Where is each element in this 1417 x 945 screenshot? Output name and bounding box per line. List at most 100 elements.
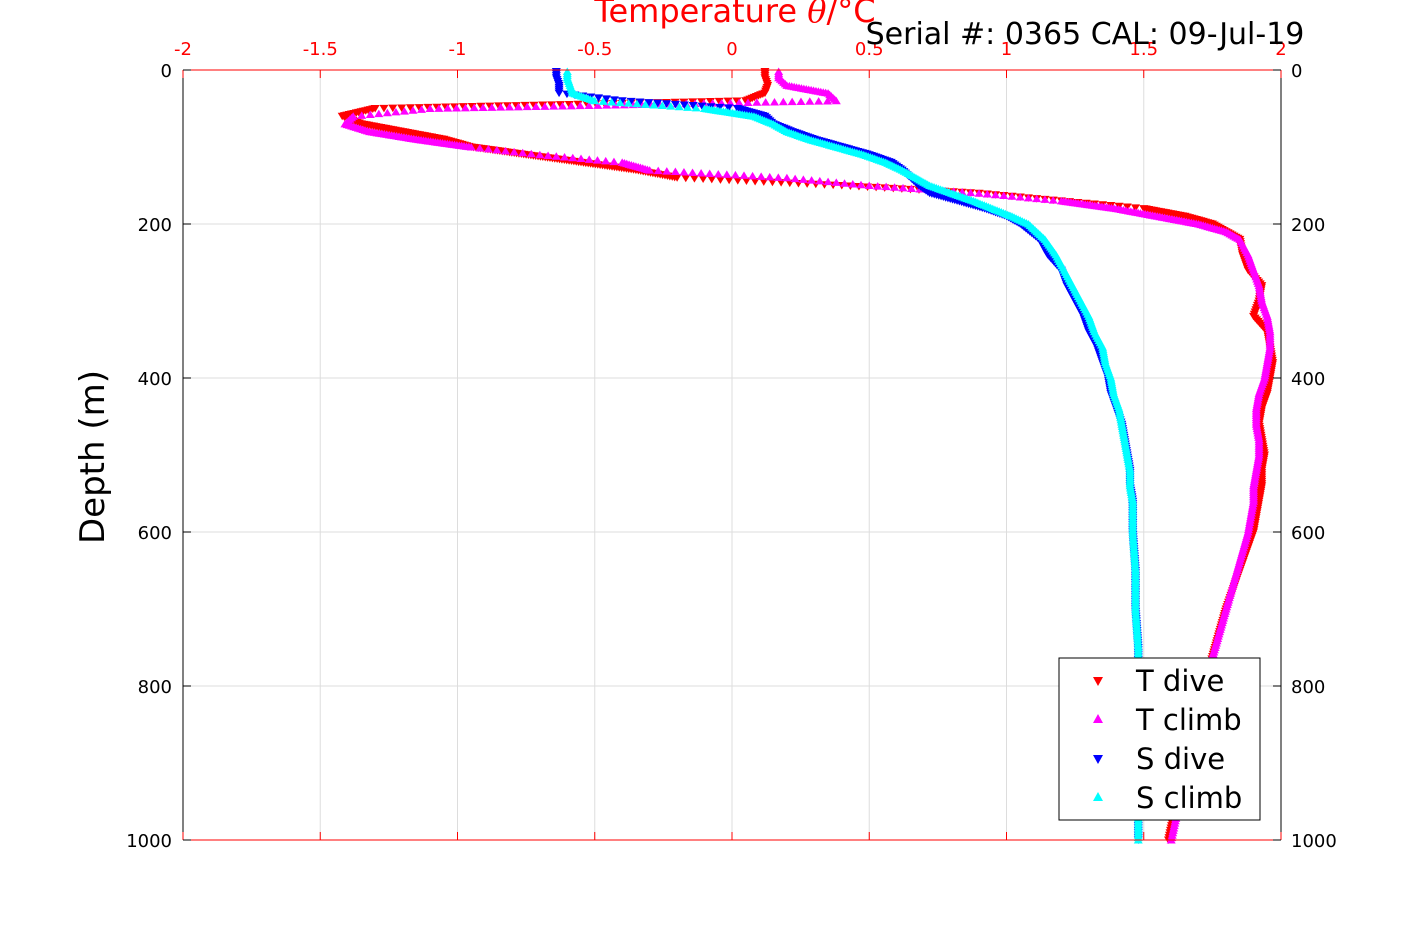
data-marker bbox=[697, 102, 707, 111]
data-marker bbox=[730, 170, 740, 179]
data-marker bbox=[715, 103, 725, 112]
data-marker bbox=[752, 98, 762, 106]
data-marker bbox=[615, 98, 625, 107]
data-marker bbox=[683, 103, 693, 111]
data-marker bbox=[739, 171, 749, 179]
data-marker bbox=[840, 179, 850, 187]
data-marker bbox=[518, 148, 528, 157]
data-marker bbox=[991, 190, 1001, 199]
data-marker bbox=[1015, 193, 1025, 201]
data-marker bbox=[487, 103, 497, 111]
data-marker bbox=[814, 97, 824, 105]
data-marker bbox=[761, 98, 771, 106]
y-tick-label-right: 600 bbox=[1291, 523, 1325, 544]
data-marker bbox=[670, 167, 680, 176]
data-marker bbox=[601, 156, 611, 165]
data-marker bbox=[798, 175, 808, 183]
data-marker bbox=[408, 106, 418, 114]
x-tick-label: -1.5 bbox=[303, 39, 338, 60]
x-tick-label: -1 bbox=[449, 39, 467, 60]
data-marker bbox=[443, 104, 453, 112]
y-tick-label-right: 800 bbox=[1291, 677, 1325, 698]
y-tick-label-left: 400 bbox=[138, 369, 172, 390]
data-marker bbox=[796, 97, 806, 105]
y-tick-label-left: 1000 bbox=[126, 831, 172, 852]
data-marker bbox=[831, 96, 841, 105]
data-marker bbox=[657, 101, 667, 110]
data-marker bbox=[632, 99, 642, 108]
data-marker bbox=[584, 155, 594, 163]
data-marker bbox=[601, 95, 611, 103]
data-marker bbox=[609, 96, 619, 104]
data-marker bbox=[526, 149, 536, 158]
legend-marker-t-climb bbox=[1093, 714, 1103, 723]
data-marker bbox=[756, 172, 766, 180]
data-marker bbox=[466, 143, 476, 151]
data-marker bbox=[584, 101, 594, 109]
x-tick-label: 2 bbox=[1275, 39, 1286, 60]
data-marker bbox=[790, 174, 800, 183]
legend-box bbox=[1058, 657, 1261, 821]
y-tick-label-left: 0 bbox=[161, 61, 172, 82]
data-marker bbox=[662, 100, 672, 108]
data-marker bbox=[609, 157, 619, 166]
data-marker bbox=[689, 175, 699, 183]
data-marker bbox=[598, 97, 608, 105]
y-tick-label-right: 0 bbox=[1291, 61, 1302, 82]
data-marker bbox=[1122, 203, 1132, 212]
data-marker bbox=[674, 102, 684, 111]
data-marker bbox=[425, 104, 435, 112]
data-marker bbox=[1048, 196, 1058, 204]
data-marker bbox=[807, 176, 817, 184]
data-marker bbox=[873, 182, 883, 190]
data-marker bbox=[560, 153, 570, 161]
legend-label-t-climb: T climb bbox=[1135, 703, 1242, 737]
data-marker bbox=[1032, 194, 1042, 203]
data-marker bbox=[724, 104, 734, 112]
serial-cal-label: Serial #: 0365 CAL: 09-Jul-19 bbox=[866, 17, 1305, 52]
data-marker bbox=[382, 108, 392, 117]
data-marker bbox=[535, 150, 545, 159]
x-tick-label: -0.5 bbox=[577, 39, 612, 60]
x-tick-label: 1 bbox=[1001, 39, 1012, 60]
data-marker bbox=[679, 168, 689, 176]
data-marker bbox=[434, 104, 444, 112]
data-marker bbox=[906, 184, 916, 192]
data-marker bbox=[592, 156, 602, 164]
data-marker bbox=[590, 96, 600, 105]
y-tick-label-right: 1000 bbox=[1291, 831, 1337, 852]
data-marker bbox=[635, 98, 645, 106]
data-marker bbox=[391, 107, 401, 116]
x-axis-title: Temperature θ/°C bbox=[593, 0, 875, 30]
data-marker bbox=[501, 146, 511, 155]
data-marker bbox=[554, 89, 564, 98]
legend-marker-s-dive bbox=[1093, 755, 1103, 764]
data-marker bbox=[688, 102, 698, 110]
data-marker bbox=[399, 107, 409, 115]
data-marker bbox=[492, 145, 502, 154]
data-marker bbox=[496, 103, 506, 111]
data-marker bbox=[705, 169, 715, 177]
data-marker bbox=[607, 97, 617, 106]
data-marker bbox=[522, 102, 532, 111]
data-marker bbox=[540, 102, 550, 110]
x-tick-label: -2 bbox=[174, 39, 192, 60]
x-tick-label: 0.5 bbox=[855, 39, 884, 60]
data-marker bbox=[593, 101, 603, 109]
data-marker bbox=[505, 102, 515, 111]
data-marker bbox=[715, 176, 725, 184]
data-marker bbox=[688, 168, 698, 177]
data-marker bbox=[405, 104, 415, 112]
y-tick-label-left: 600 bbox=[138, 523, 172, 544]
data-marker bbox=[531, 102, 541, 110]
y-tick-label-right: 200 bbox=[1291, 215, 1325, 236]
data-marker bbox=[743, 98, 753, 106]
y-tick-label-left: 200 bbox=[138, 215, 172, 236]
data-marker bbox=[594, 94, 604, 102]
data-marker bbox=[509, 147, 519, 156]
data-marker bbox=[624, 99, 634, 107]
data-marker bbox=[417, 105, 427, 113]
data-marker bbox=[374, 109, 384, 118]
data-marker bbox=[645, 166, 655, 174]
